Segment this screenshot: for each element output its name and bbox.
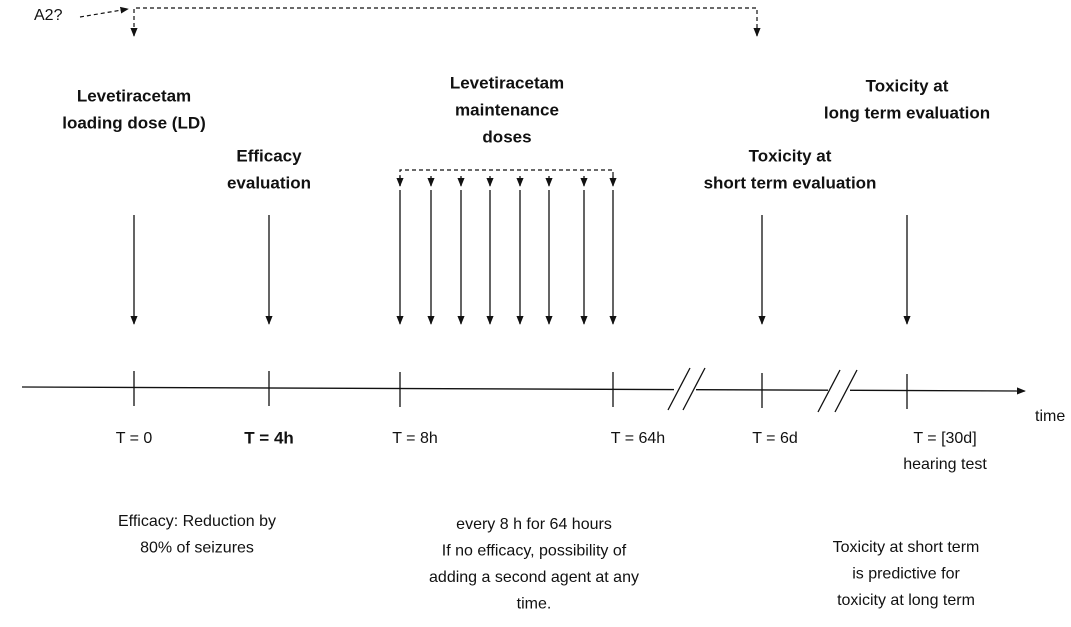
time-point-label: hearing test <box>903 456 987 473</box>
break-gap <box>828 381 850 395</box>
event-label: loading dose (LD) <box>62 113 206 132</box>
event-label: Levetiracetam <box>450 73 564 92</box>
event-label: Efficacy <box>236 146 302 165</box>
axis-label: time <box>1035 408 1065 425</box>
break-gap <box>674 380 696 394</box>
event-label: doses <box>482 127 531 146</box>
ticks <box>133 371 908 409</box>
note: every 8 h for 64 hours <box>456 516 612 533</box>
arrows <box>21 6 1026 413</box>
note: If no efficacy, possibility of <box>442 543 627 560</box>
break-mark <box>817 369 841 413</box>
note: Toxicity at short term <box>833 539 980 556</box>
time-point-label: T = 4h <box>244 428 294 447</box>
axis-breaks <box>667 367 858 413</box>
a2-label: A2? <box>34 7 63 24</box>
dose-bracket <box>399 169 614 186</box>
event-label: short term evaluation <box>704 173 877 192</box>
time-point-label: T = 6d <box>752 430 798 447</box>
note: time. <box>517 596 552 613</box>
event-label: evaluation <box>227 173 311 192</box>
dose-arrows <box>396 176 617 325</box>
break-mark <box>682 367 706 411</box>
time-point-label: T = 64h <box>611 430 665 447</box>
a2-arrow <box>79 6 129 18</box>
event-label: Toxicity at <box>866 76 949 95</box>
a2-bracket <box>133 7 758 34</box>
note: toxicity at long term <box>837 592 975 609</box>
labels: Levetiracetam loading dose (LD) Efficacy ev… <box>62 73 990 612</box>
note: is predictive for <box>852 566 960 583</box>
time-point-label: T = 8h <box>392 430 438 447</box>
note: adding a second agent at any <box>429 569 639 586</box>
note: Efficacy: Reduction by <box>118 513 276 530</box>
event-label: long term evaluation <box>824 103 990 122</box>
time-point-label: T = [30d] <box>913 430 976 447</box>
break-mark <box>667 367 691 411</box>
event-label: maintenance <box>455 100 559 119</box>
time-point-label: T = 0 <box>116 430 153 447</box>
note: 80% of seizures <box>140 540 254 557</box>
time-axis <box>21 386 1026 395</box>
event-label: Toxicity at <box>749 146 832 165</box>
event-label: Levetiracetam <box>77 86 191 105</box>
break-mark <box>834 369 858 413</box>
